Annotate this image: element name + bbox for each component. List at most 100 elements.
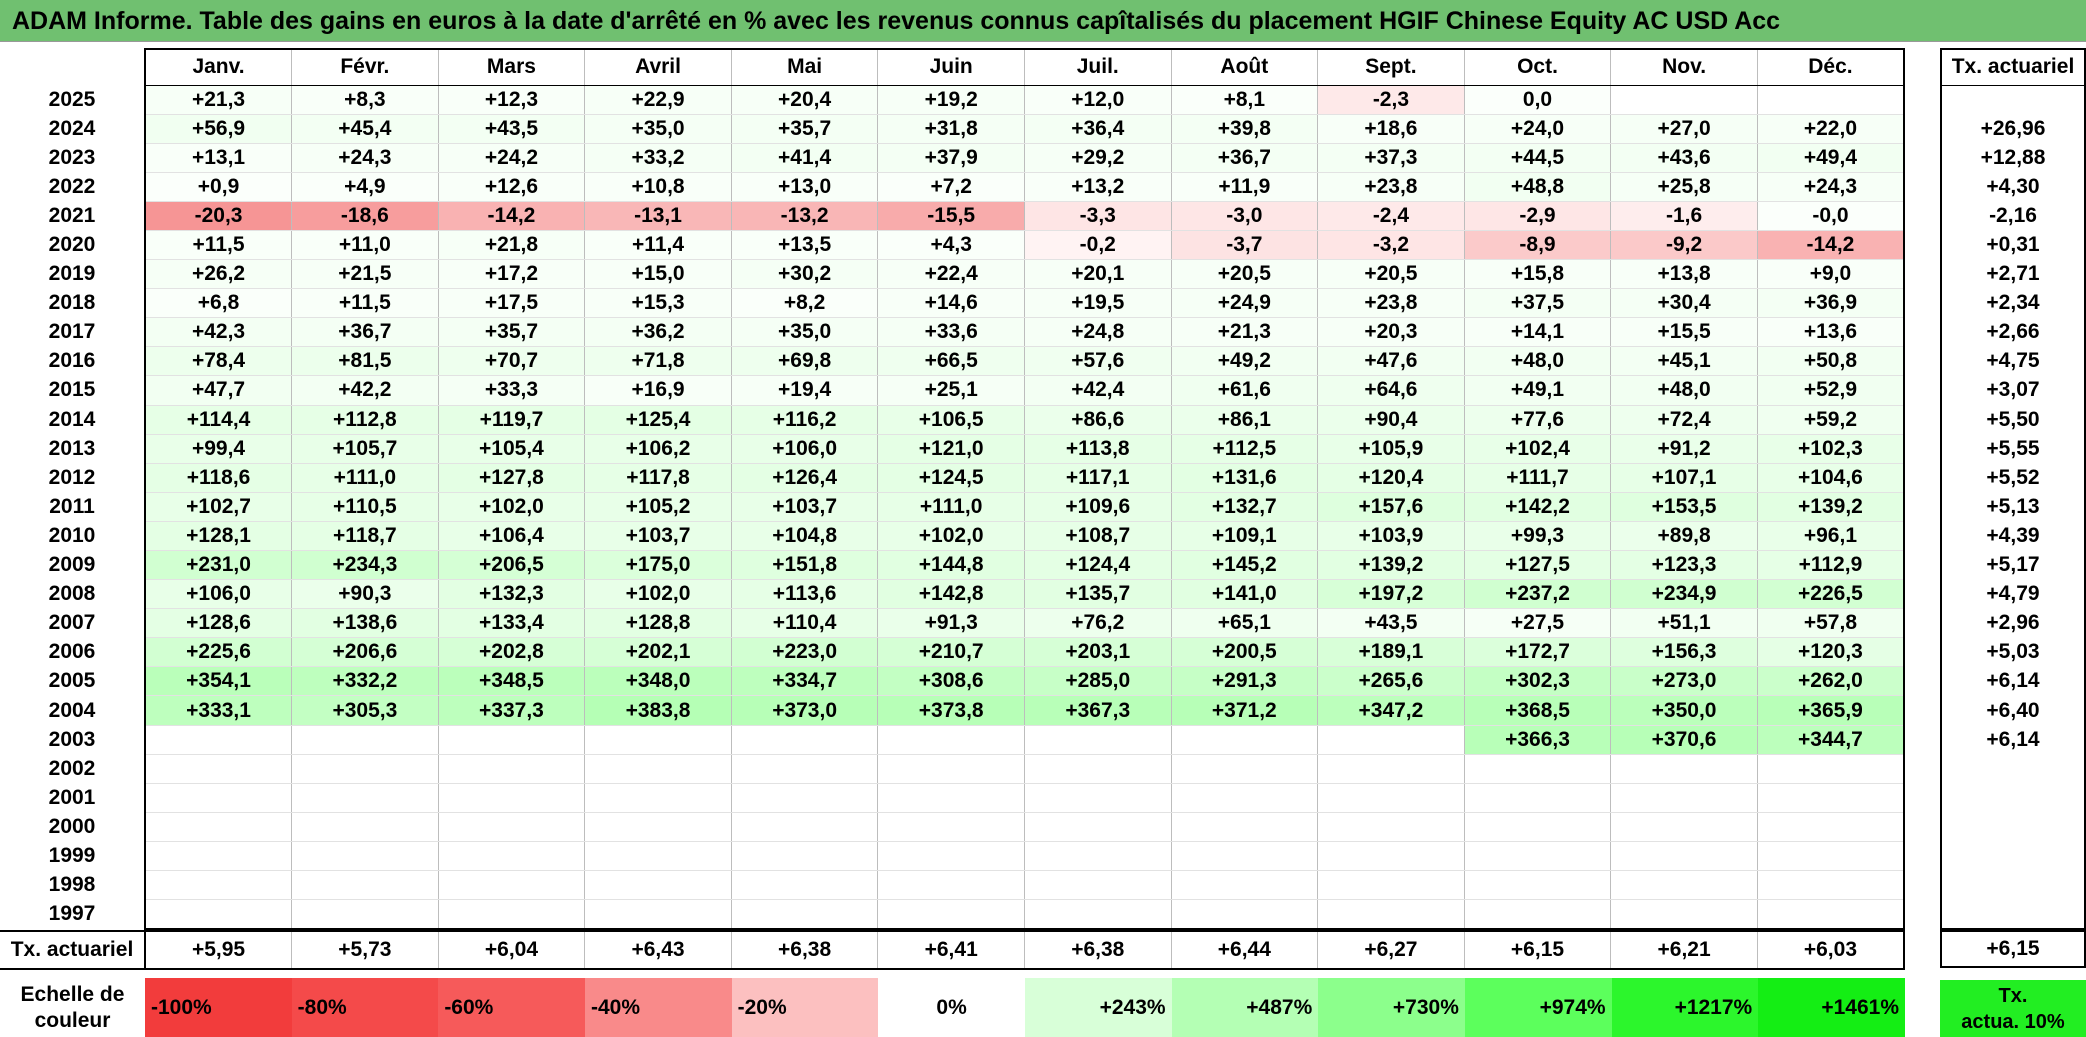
color-scale-swatch: -80%: [291, 978, 439, 1037]
gain-cell: [877, 754, 1025, 784]
month-header: Févr.: [291, 48, 439, 86]
annual-rate-cell: [1940, 870, 2086, 900]
month-header: Sept.: [1317, 48, 1465, 86]
gain-cell: -3,7: [1170, 230, 1318, 261]
gain-cell: +116,2: [730, 405, 878, 435]
gain-cell: [1463, 754, 1611, 784]
gain-cell: +112,9: [1756, 550, 1905, 581]
gain-cell: +24,3: [291, 143, 439, 173]
gain-cell: +41,4: [730, 143, 878, 173]
monthly-rate-cell: +6,21: [1610, 930, 1758, 970]
gain-cell: +13,1: [144, 143, 292, 173]
gain-cell: +18,6: [1317, 114, 1465, 144]
gain-cell: +135,7: [1023, 579, 1172, 610]
gain-cell: -14,2: [437, 201, 585, 231]
year-label: 2002: [48, 756, 96, 780]
year-row: 2024 +56,9 +45,4 +43,5 +35,0 +35,7 +31,8 +36,4 +…: [0, 114, 1905, 144]
gain-cell: +45,4: [291, 114, 439, 144]
gain-cell: +77,6: [1463, 405, 1611, 435]
gain-cell: +8,1: [1170, 85, 1318, 115]
annual-rate-cell: +3,07: [1940, 375, 2086, 406]
gain-cell: +234,9: [1610, 579, 1758, 610]
gain-cell: +200,5: [1170, 637, 1318, 668]
annual-rate-cell: +6,40: [1940, 695, 2086, 726]
gain-cell: +12,0: [1023, 85, 1172, 115]
gain-cell: +44,5: [1463, 143, 1611, 173]
gain-cell: +106,0: [144, 579, 292, 610]
gain-cell: +117,1: [1023, 463, 1172, 493]
gain-cell: +273,0: [1610, 666, 1758, 697]
gain-cell: +99,3: [1463, 521, 1611, 552]
gain-cell: +142,8: [877, 579, 1025, 610]
year-row: 2009 +231,0 +234,3 +206,5 +175,0 +151,8 +144,8…: [0, 550, 1905, 581]
gain-cell: +350,0: [1610, 695, 1758, 726]
gain-cell: +29,2: [1023, 143, 1172, 173]
gain-cell: -3,2: [1317, 230, 1465, 261]
gain-cell: [1170, 812, 1318, 842]
gain-cell: +106,5: [877, 405, 1025, 435]
gain-cell: +126,4: [730, 463, 878, 493]
gain-cell: +72,4: [1610, 405, 1758, 435]
annual-rate-cell: [1940, 841, 2086, 871]
gain-cell: [144, 725, 292, 755]
month-header: Janv.: [144, 48, 292, 86]
gain-cell: [877, 783, 1025, 813]
gain-cell: -2,9: [1463, 201, 1611, 231]
gain-cell: +13,5: [730, 230, 878, 261]
gain-cell: +52,9: [1756, 375, 1905, 406]
gain-cell: +42,4: [1023, 375, 1172, 406]
gain-cell: -1,6: [1610, 201, 1758, 231]
year-row: 2001: [0, 783, 1905, 813]
annual-rate-cell: +2,96: [1940, 608, 2086, 638]
month-header: Juin: [877, 48, 1025, 86]
gain-cell: +65,1: [1170, 608, 1318, 639]
gain-cell: +127,5: [1463, 550, 1611, 581]
gain-cell: +86,1: [1170, 405, 1318, 435]
monthly-rate-cell: +6,44: [1170, 930, 1318, 970]
gain-cell: +91,2: [1610, 434, 1758, 464]
year-row: 2017 +42,3 +36,7 +35,7 +36,2 +35,0 +33,6 +24,8 +…: [0, 317, 1905, 348]
gain-cell: +202,8: [437, 637, 585, 668]
year-label: 2015: [48, 378, 96, 402]
year-label: 2022: [48, 174, 96, 198]
gain-cell: +157,6: [1317, 492, 1465, 522]
gain-cell: -20,3: [144, 201, 292, 231]
gain-cell: +305,3: [291, 695, 439, 726]
year-label: 2016: [48, 349, 96, 373]
gain-cell: [1170, 783, 1318, 813]
gain-cell: +133,4: [437, 608, 585, 639]
gain-cell: +19,4: [730, 375, 878, 406]
gain-cell: [1610, 754, 1758, 784]
gain-cell: [1610, 783, 1758, 813]
gain-cell: [1023, 812, 1172, 842]
gain-cell: +96,1: [1756, 521, 1905, 552]
monthly-rate-cell: +5,73: [291, 930, 439, 970]
year-row: 2013 +99,4 +105,7 +105,4 +106,2 +106,0 +121,0 +…: [0, 434, 1905, 464]
color-scale-swatch: +974%: [1464, 978, 1612, 1037]
gain-cell: +127,8: [437, 463, 585, 493]
gain-cell: [730, 754, 878, 784]
year-row: 2003 +366,3 +370,6 +344,7: [0, 725, 1905, 755]
year-label: 1997: [48, 902, 96, 926]
gain-cell: +64,6: [1317, 375, 1465, 406]
gain-cell: +113,8: [1023, 434, 1172, 464]
annual-rate-cell: +5,50: [1940, 405, 2086, 435]
gain-cell: [1317, 754, 1465, 784]
gain-cell: [1610, 841, 1758, 872]
gains-table: Janv. Févr. Mars Avril Mai Juin Juil. Août Sept.…: [0, 48, 1905, 930]
gain-cell: +114,4: [144, 405, 292, 435]
year-row: 1999: [0, 841, 1905, 872]
annual-rate-cell: +26,96: [1940, 114, 2086, 144]
gain-cell: [1463, 899, 1611, 930]
gain-cell: +22,9: [584, 85, 732, 115]
year-label: 2006: [48, 640, 96, 664]
gain-cell: +99,4: [144, 434, 292, 464]
gain-cell: +21,3: [144, 85, 292, 115]
gain-cell: +105,9: [1317, 434, 1465, 464]
gain-cell: [291, 754, 439, 784]
gain-cell: [877, 841, 1025, 872]
year-label: 2017: [48, 320, 96, 344]
year-row: 2002: [0, 754, 1905, 784]
year-row: 1998: [0, 870, 1905, 901]
year-label: 2003: [48, 727, 96, 751]
